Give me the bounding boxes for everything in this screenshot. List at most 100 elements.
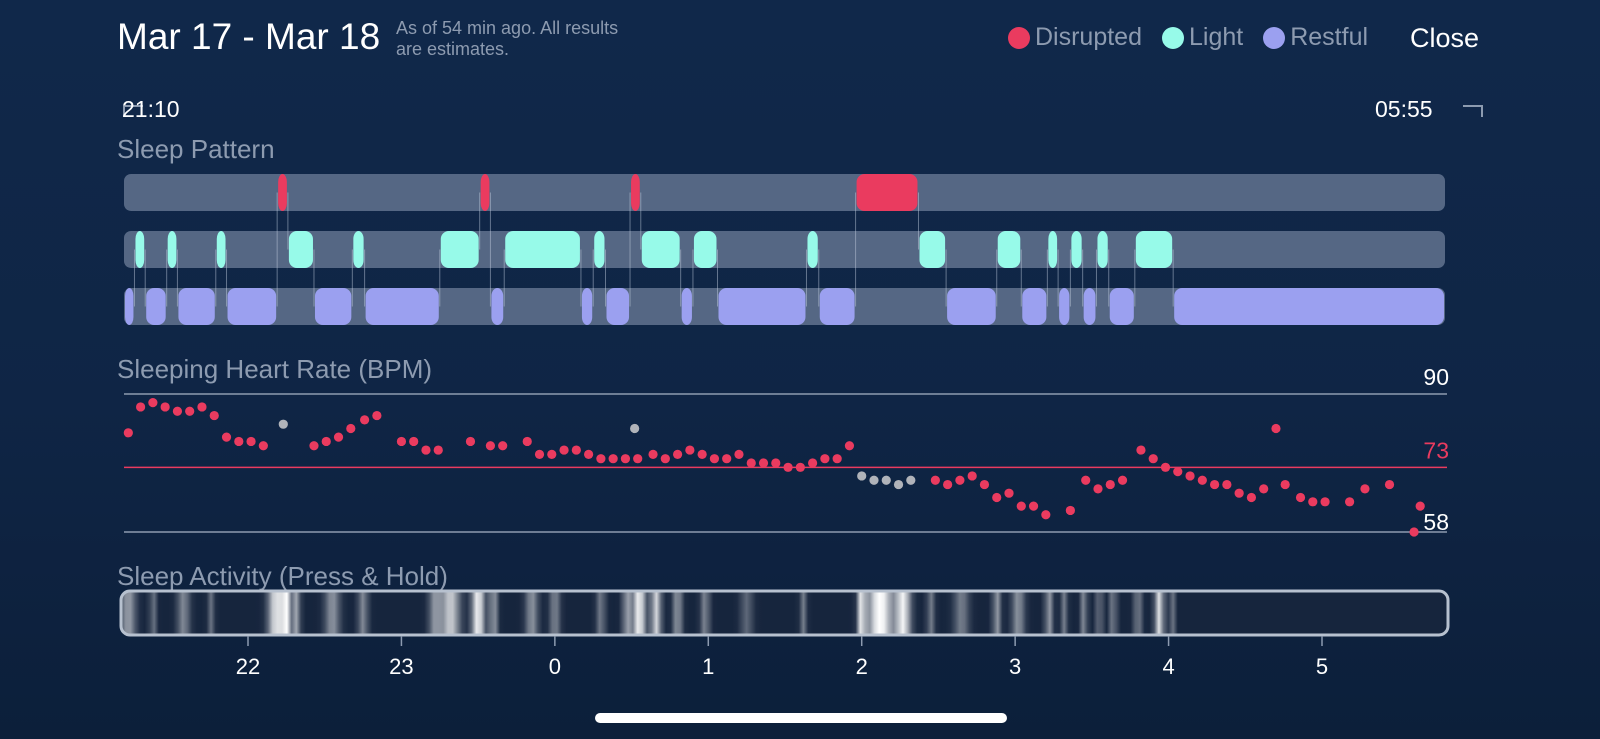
segment-light: [594, 231, 605, 268]
hr-point: [1295, 492, 1306, 503]
hr-point: [1185, 471, 1195, 481]
hr-point: [246, 436, 256, 447]
hr-point: [722, 454, 732, 464]
segment-light: [641, 231, 680, 268]
segment-restful: [125, 288, 134, 325]
hr-point: [709, 454, 720, 464]
segment-disrupted: [631, 174, 640, 211]
hr-point: [498, 441, 508, 451]
hr-point: [1016, 501, 1026, 511]
restful-dot-icon: [1263, 26, 1286, 49]
hr-point: [136, 402, 146, 412]
segment-light: [807, 231, 818, 268]
hr-point: [160, 402, 170, 412]
segment-restful: [227, 288, 277, 325]
hr-point: [734, 449, 744, 459]
segment-light: [440, 231, 479, 268]
hr-point: [1105, 479, 1115, 490]
segment-light: [167, 231, 177, 268]
axis-tick-label: 2: [856, 654, 868, 679]
heart-rate-chart: 90 73 58: [123, 364, 1449, 537]
segment-restful: [1059, 288, 1070, 325]
hr-point: [1041, 510, 1051, 520]
hr-max-label: 90: [1423, 364, 1449, 390]
track-disrupted: [124, 174, 1445, 211]
hr-point: [396, 436, 407, 447]
hr-point: [1004, 488, 1014, 498]
activity-intensity-band[interactable]: [121, 591, 1448, 635]
hr-point: [1308, 497, 1318, 507]
hr-point: [559, 445, 569, 455]
hr-point: [620, 454, 631, 464]
hr-point: [258, 441, 268, 451]
track-light: [124, 231, 1445, 268]
hr-point: [1345, 497, 1355, 507]
hr-point: [795, 462, 805, 472]
hr-point-estimated: [893, 479, 904, 490]
hr-point: [1160, 462, 1171, 472]
time-axis: 22 23 0 1 2 3 4 5: [236, 636, 1328, 679]
axis-tick-label: 4: [1162, 654, 1174, 679]
activity-border: [119, 589, 1450, 637]
hr-point: [321, 436, 331, 447]
close-button[interactable]: Close: [1410, 23, 1480, 53]
hr-point: [534, 449, 545, 459]
hr-point: [673, 449, 683, 459]
hr-point: [608, 454, 618, 464]
hr-point: [547, 449, 557, 459]
hr-point: [221, 432, 232, 442]
axis-tick-label: 5: [1316, 654, 1328, 679]
hr-point: [648, 449, 658, 459]
disrupted-dot-icon: [1008, 26, 1030, 49]
as-of-note: As of 54 min ago. All results are estima…: [396, 18, 686, 60]
segment-light: [216, 231, 226, 268]
hr-point: [465, 436, 476, 447]
hr-point: [197, 402, 207, 412]
hr-point: [1210, 479, 1220, 490]
legend-label: Light: [1189, 23, 1244, 51]
segment-light: [1071, 231, 1082, 268]
home-indicator[interactable]: [595, 713, 1007, 723]
hr-point: [185, 406, 195, 416]
sleep-activity-strip[interactable]: [119, 589, 1450, 637]
sleep-pattern-title: Sleep Pattern: [117, 134, 275, 164]
hr-point: [955, 475, 965, 485]
segment-restful: [1109, 288, 1134, 325]
hr-point: [1246, 492, 1257, 503]
hr-point: [360, 415, 370, 425]
segment-light: [919, 231, 946, 268]
hr-point: [967, 471, 977, 481]
axis-tick-label: 0: [549, 654, 561, 679]
range-start-bracket-icon: [123, 105, 143, 117]
hr-point: [685, 445, 695, 455]
hr-point: [209, 410, 219, 421]
segment-light: [353, 231, 364, 268]
hr-point: [1384, 479, 1395, 490]
hr-point-estimated: [630, 423, 640, 434]
hr-point-estimated: [881, 475, 891, 485]
hr-point: [633, 454, 643, 464]
segment-light: [693, 231, 717, 268]
segment-restful: [819, 288, 855, 325]
segment-restful: [681, 288, 692, 325]
segment-restful: [581, 288, 593, 325]
hr-point: [409, 436, 419, 447]
hr-point: [234, 436, 244, 447]
hr-point: [346, 423, 356, 434]
hr-point: [808, 458, 818, 468]
hr-point: [1415, 501, 1425, 511]
segment-disrupted: [278, 174, 287, 211]
segment-restful: [178, 288, 215, 325]
segment-light: [1097, 231, 1108, 268]
page-title: Mar 17 - Mar 18: [117, 16, 381, 57]
hr-point: [1081, 475, 1091, 485]
hr-point: [1259, 484, 1269, 494]
segment-restful: [365, 288, 439, 325]
segment-light: [288, 231, 313, 268]
hr-point: [333, 432, 344, 442]
hr-point: [522, 436, 532, 447]
hr-point-estimated: [869, 475, 879, 485]
range-end-bracket-icon: [1463, 105, 1483, 117]
hr-point: [1197, 475, 1207, 485]
hr-point: [1234, 488, 1244, 498]
